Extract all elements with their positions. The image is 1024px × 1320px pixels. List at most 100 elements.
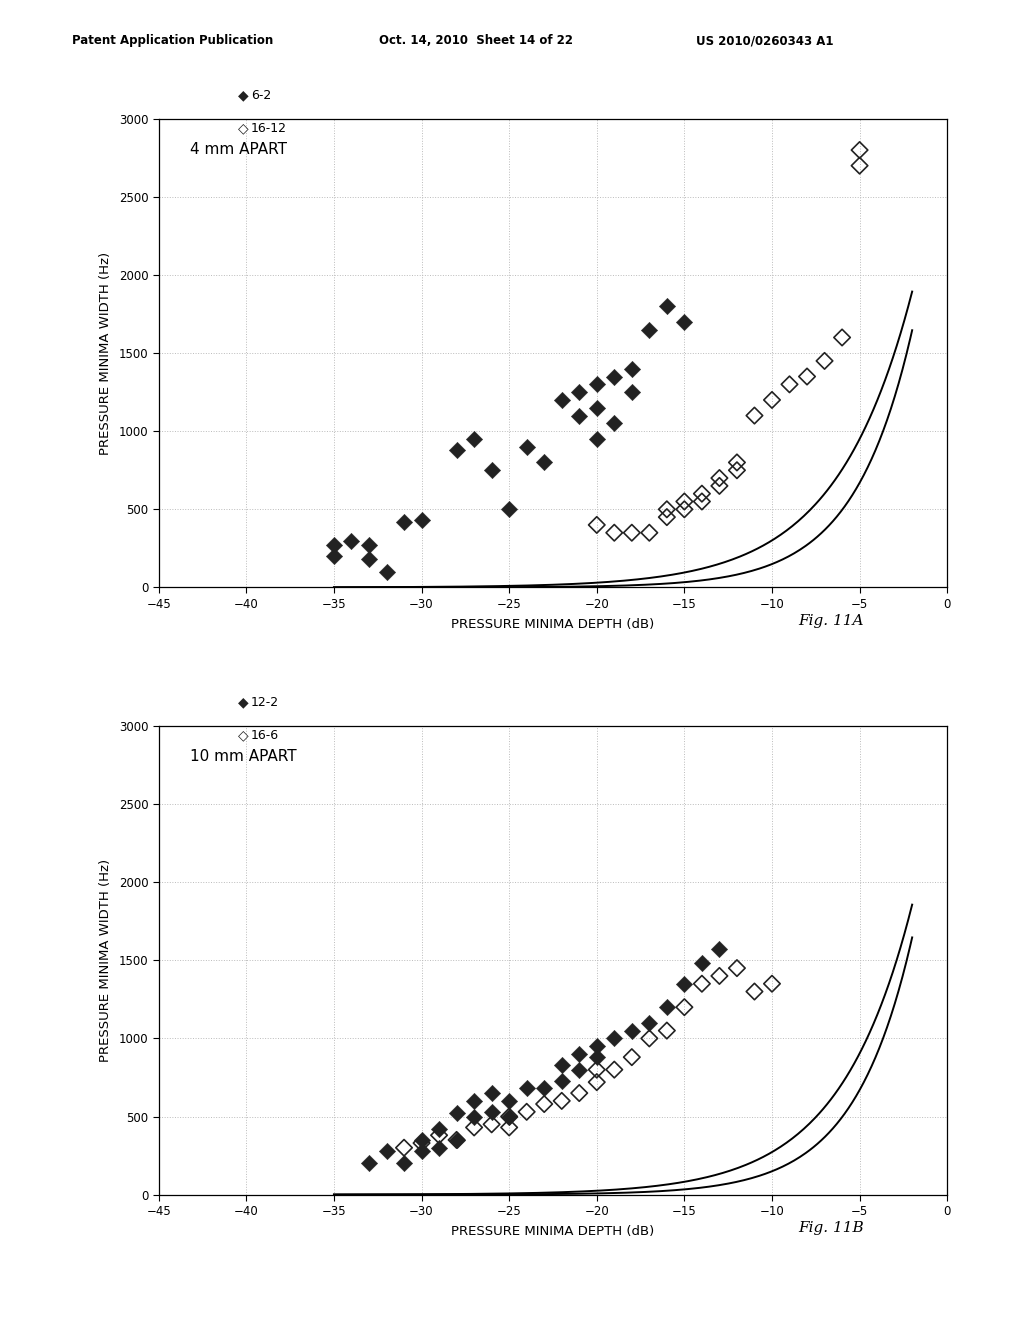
Point	[658, 296, 675, 317]
Point	[641, 1012, 657, 1034]
Point	[589, 397, 605, 418]
Point	[658, 507, 675, 528]
Point	[431, 1137, 447, 1159]
Point	[536, 1093, 552, 1114]
Point	[343, 529, 359, 552]
Point	[571, 1043, 588, 1064]
Text: 10 mm APART: 10 mm APART	[190, 750, 297, 764]
Point	[606, 413, 623, 434]
Y-axis label: PRESSURE MINIMA WIDTH (Hz): PRESSURE MINIMA WIDTH (Hz)	[98, 252, 112, 454]
Point	[360, 535, 377, 556]
Text: 12-2: 12-2	[251, 696, 279, 709]
Text: ◆: ◆	[238, 88, 248, 102]
Point	[326, 535, 342, 556]
Point	[554, 389, 570, 411]
Point	[606, 1059, 623, 1080]
Point	[536, 451, 552, 473]
Text: ◆: ◆	[238, 696, 248, 709]
Point	[466, 1117, 482, 1138]
Point	[396, 1152, 413, 1173]
Point	[624, 1020, 640, 1041]
Point	[589, 1047, 605, 1068]
Point	[851, 154, 867, 176]
Point	[641, 1028, 657, 1049]
Point	[466, 1090, 482, 1111]
Point	[554, 1090, 570, 1111]
Point	[466, 429, 482, 450]
Point	[693, 953, 710, 974]
Point	[501, 1090, 517, 1111]
Point	[466, 1106, 482, 1127]
Point	[658, 499, 675, 520]
Point	[729, 459, 745, 480]
Point	[571, 381, 588, 403]
Point	[676, 997, 692, 1018]
Point	[712, 965, 728, 986]
Point	[571, 1082, 588, 1104]
Point	[624, 381, 640, 403]
Point	[518, 1101, 535, 1122]
Point	[624, 523, 640, 544]
Point	[676, 312, 692, 333]
Point	[360, 1152, 377, 1173]
Text: Patent Application Publication: Patent Application Publication	[72, 34, 273, 48]
Point	[414, 1140, 430, 1162]
Point	[606, 523, 623, 544]
Point	[571, 405, 588, 426]
X-axis label: PRESSURE MINIMA DEPTH (dB): PRESSURE MINIMA DEPTH (dB)	[452, 1225, 654, 1238]
Point	[658, 1020, 675, 1041]
Point	[554, 1071, 570, 1092]
Point	[816, 350, 833, 371]
Point	[799, 366, 815, 387]
Point	[589, 1072, 605, 1093]
Point	[554, 1055, 570, 1076]
Text: 16-6: 16-6	[251, 729, 279, 742]
Point	[781, 374, 798, 395]
Text: US 2010/0260343 A1: US 2010/0260343 A1	[696, 34, 834, 48]
Point	[414, 510, 430, 531]
Text: Fig. 11B: Fig. 11B	[799, 1221, 864, 1236]
Point	[712, 475, 728, 496]
Point	[501, 1106, 517, 1127]
Point	[589, 374, 605, 395]
Text: Oct. 14, 2010  Sheet 14 of 22: Oct. 14, 2010 Sheet 14 of 22	[379, 34, 572, 48]
Point	[378, 561, 394, 582]
Point	[589, 1036, 605, 1057]
Point	[571, 1059, 588, 1080]
Text: Fig. 11A: Fig. 11A	[799, 614, 864, 628]
Point	[712, 467, 728, 488]
Text: ◇: ◇	[238, 121, 248, 135]
Point	[764, 973, 780, 994]
Text: 6-2: 6-2	[251, 88, 271, 102]
Point	[431, 1125, 447, 1146]
Point	[658, 997, 675, 1018]
Point	[729, 957, 745, 978]
Point	[606, 1028, 623, 1049]
Point	[518, 436, 535, 457]
Point	[712, 939, 728, 960]
Point	[693, 491, 710, 512]
Point	[676, 499, 692, 520]
Y-axis label: PRESSURE MINIMA WIDTH (Hz): PRESSURE MINIMA WIDTH (Hz)	[98, 859, 112, 1061]
Point	[624, 358, 640, 379]
Text: 4 mm APART: 4 mm APART	[190, 143, 288, 157]
Point	[449, 440, 465, 461]
Point	[414, 1130, 430, 1151]
Point	[676, 491, 692, 512]
Point	[431, 1118, 447, 1139]
Point	[326, 545, 342, 566]
Point	[641, 319, 657, 341]
Point	[851, 140, 867, 161]
Point	[449, 1130, 465, 1151]
Point	[414, 1133, 430, 1154]
Point	[518, 1078, 535, 1100]
Point	[483, 459, 500, 480]
Point	[589, 429, 605, 450]
Point	[746, 981, 763, 1002]
X-axis label: PRESSURE MINIMA DEPTH (dB): PRESSURE MINIMA DEPTH (dB)	[452, 618, 654, 631]
Point	[764, 389, 780, 411]
Point	[396, 511, 413, 532]
Point	[501, 1117, 517, 1138]
Point	[536, 1078, 552, 1100]
Point	[624, 1047, 640, 1068]
